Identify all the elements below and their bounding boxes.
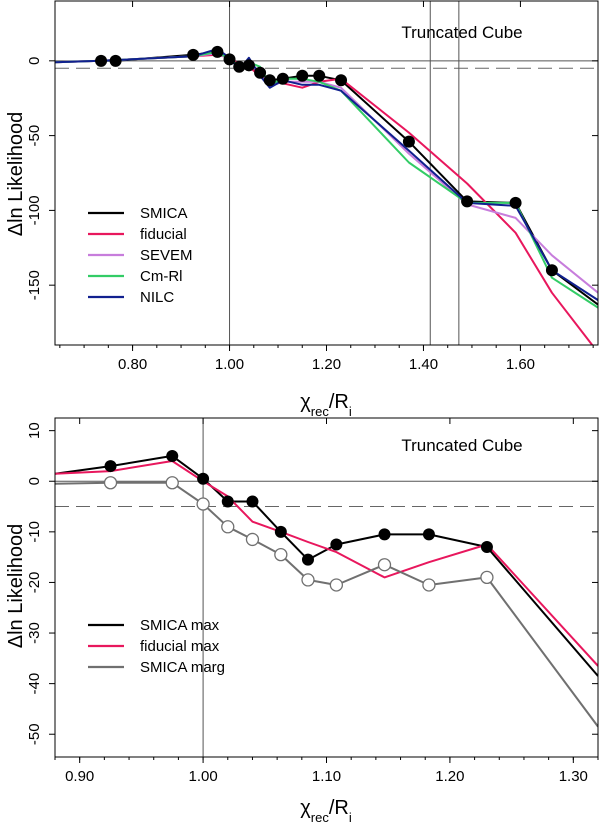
bottom-x-axis: 0.90 1.00 1.10 1.20 1.30 bbox=[54, 418, 599, 785]
top-point-smica bbox=[254, 66, 267, 79]
bottom-x-tick-label: 0.90 bbox=[65, 768, 94, 785]
bottom-y-tick-label: -20 bbox=[26, 572, 43, 594]
top-legend: SMICA fiducial SEVEM Cm-Rl NILC bbox=[88, 205, 193, 306]
bottom-point-smica-marg bbox=[422, 578, 436, 592]
top-legend-label-cm-rl: Cm-Rl bbox=[140, 268, 183, 285]
bottom-panel: 0.90 1.00 1.10 1.20 1.30 100-10-20-30-40-50 … bbox=[5, 417, 599, 822]
bottom-x-title-div: /R bbox=[329, 797, 349, 819]
bottom-legend-label-fiducial-max: fiducial max bbox=[140, 638, 220, 655]
bottom-point-smica-marg bbox=[329, 578, 344, 592]
top-point-smica bbox=[242, 59, 255, 72]
bottom-point-smica-max bbox=[274, 525, 287, 538]
bottom-point-smica-max bbox=[221, 495, 234, 508]
top-legend-label-nilc: NILC bbox=[140, 289, 174, 306]
bottom-y-tick-label: -40 bbox=[26, 673, 43, 695]
top-x-title-chi: χ bbox=[300, 391, 311, 413]
bottom-point-smica-max bbox=[480, 541, 493, 554]
bottom-x-axis-title: χrec/Ri bbox=[300, 797, 352, 822]
top-point-smica bbox=[223, 53, 236, 66]
bottom-y-axis-title: Δln Likelihood bbox=[5, 524, 27, 649]
bottom-marker-group bbox=[103, 449, 494, 592]
bottom-point-smica-marg bbox=[103, 476, 118, 490]
bottom-x-title-sub2: i bbox=[349, 810, 352, 822]
bottom-x-tick-label: 1.10 bbox=[312, 768, 341, 785]
top-y-axis: 0 -50 -100 -150 bbox=[26, 57, 598, 300]
top-point-smica bbox=[187, 48, 200, 61]
bottom-point-smica-max bbox=[246, 495, 259, 508]
bottom-x-title-sub: rec bbox=[311, 810, 330, 822]
top-point-smica bbox=[95, 54, 108, 67]
top-point-smica bbox=[313, 69, 326, 82]
top-legend-label-sevem: SEVEM bbox=[140, 247, 193, 264]
top-point-smica bbox=[402, 135, 415, 148]
bottom-point-smica-marg bbox=[377, 558, 392, 572]
top-chart-title: Truncated Cube bbox=[401, 23, 522, 42]
top-x-tick-label: 1.40 bbox=[409, 356, 438, 373]
top-marker-group bbox=[95, 45, 558, 277]
top-legend-label-smica: SMICA bbox=[140, 205, 188, 222]
bottom-point-smica-marg bbox=[165, 476, 179, 490]
bottom-point-smica-marg bbox=[221, 520, 235, 534]
top-x-title-sub: rec bbox=[311, 404, 330, 419]
bottom-y-tick-label: -30 bbox=[26, 622, 43, 644]
top-panel: 0.80 1.00 1.20 1.40 1.60 0 -50 -100 -150 Trunca… bbox=[5, 0, 599, 419]
top-x-tick-label: 0.80 bbox=[118, 356, 147, 373]
top-y-tick-label: -100 bbox=[26, 195, 43, 225]
bottom-y-axis: 10 0 -10 -20 -30 -40 -50 bbox=[26, 422, 598, 745]
top-y-tick-label: -150 bbox=[26, 270, 43, 300]
top-y-tick-label: -50 bbox=[26, 125, 43, 147]
bottom-legend-label-smica-max: SMICA max bbox=[140, 617, 220, 634]
top-x-title-sub2: i bbox=[349, 404, 352, 419]
bottom-y-tick-label: 0 bbox=[26, 477, 43, 485]
top-point-smica bbox=[276, 72, 289, 85]
top-x-axis-title: χrec/Ri bbox=[300, 391, 352, 419]
bottom-x-title-chi: χ bbox=[300, 797, 311, 819]
top-point-smica bbox=[461, 195, 474, 208]
bottom-point-smica-marg bbox=[245, 532, 260, 547]
bottom-y-tick-label: -50 bbox=[26, 723, 43, 745]
top-point-smica bbox=[211, 45, 224, 58]
bottom-x-tick-label: 1.00 bbox=[188, 768, 217, 785]
top-point-smica bbox=[335, 74, 348, 87]
bottom-point-smica-max bbox=[422, 528, 435, 541]
bottom-point-smica-max bbox=[378, 528, 391, 541]
top-legend-label-fiducial: fiducial bbox=[140, 226, 187, 243]
bottom-point-smica-marg bbox=[480, 570, 494, 585]
bottom-legend: SMICA max fiducial max SMICA marg bbox=[88, 617, 225, 676]
bottom-point-smica-max bbox=[301, 553, 314, 566]
top-y-axis-title: Δln Likelihood bbox=[5, 112, 27, 237]
top-point-smica bbox=[109, 54, 122, 67]
bottom-point-smica-max bbox=[330, 538, 343, 551]
bottom-chart-title: Truncated Cube bbox=[401, 436, 522, 455]
bottom-point-smica-max bbox=[166, 449, 179, 462]
bottom-point-smica-marg bbox=[274, 547, 288, 562]
top-point-smica bbox=[233, 60, 246, 73]
bottom-point-smica-max bbox=[197, 472, 210, 485]
top-x-title-div: /R bbox=[329, 391, 349, 413]
bottom-point-smica-marg bbox=[301, 573, 315, 587]
bottom-y-tick-label: -10 bbox=[26, 521, 43, 543]
bottom-legend-label-smica-marg: SMICA marg bbox=[140, 659, 225, 676]
top-x-tick-label: 1.20 bbox=[312, 356, 341, 373]
top-point-smica bbox=[296, 69, 309, 82]
top-y-tick-label: 0 bbox=[26, 57, 43, 65]
top-x-axis: 0.80 1.00 1.20 1.40 1.60 bbox=[59, 1, 594, 373]
bottom-point-smica-marg bbox=[196, 497, 210, 511]
top-point-smica bbox=[545, 264, 558, 277]
bottom-point-smica-max bbox=[104, 460, 117, 473]
top-point-smica bbox=[263, 74, 276, 87]
bottom-x-tick-label: 1.30 bbox=[559, 768, 588, 785]
bottom-x-tick-label: 1.20 bbox=[435, 768, 464, 785]
top-x-tick-label: 1.60 bbox=[506, 356, 535, 373]
top-point-smica bbox=[509, 196, 522, 209]
bottom-y-tick-label: 10 bbox=[26, 422, 43, 439]
top-x-tick-label: 1.00 bbox=[215, 356, 244, 373]
